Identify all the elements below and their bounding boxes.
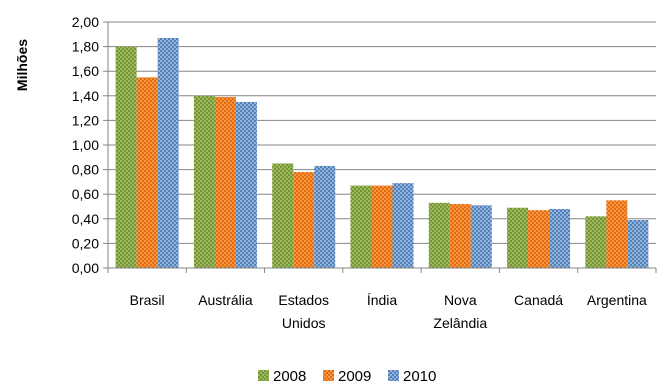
y-tick-label: 0,20 [72, 235, 99, 251]
bar [193, 95, 215, 268]
bar [272, 163, 294, 268]
legend-label: 2008 [273, 368, 306, 385]
x-axis-categories: Brasil Austrália Estados Unidos Índia Nova Zel… [107, 268, 657, 331]
y-tick-label: 0,00 [72, 260, 99, 276]
bar [549, 208, 571, 268]
y-axis-ticks: 0,00 0,20 0,40 0,60 0,80 1,00 1,20 1,40 1,60 1,80… [72, 14, 108, 276]
bar [235, 101, 257, 268]
bar [214, 97, 236, 268]
bar [115, 46, 137, 268]
y-tick-label: 1,60 [72, 63, 99, 79]
y-tick-label: 0,80 [72, 162, 99, 178]
legend-swatch [323, 370, 334, 381]
y-tick-label: 1,40 [72, 88, 99, 104]
y-tick-label: 1,80 [72, 39, 99, 55]
bar [293, 172, 315, 268]
bar [606, 200, 628, 268]
x-category-label: Argentina [587, 292, 647, 308]
y-tick-label: 1,20 [72, 112, 99, 128]
bar [449, 204, 471, 268]
bar [470, 205, 492, 268]
bar [507, 207, 529, 268]
bars [115, 37, 649, 268]
bar [627, 220, 649, 268]
bar [371, 185, 393, 268]
bar [428, 202, 450, 268]
bar [392, 183, 414, 268]
x-category-label: Zelândia [433, 315, 487, 331]
x-category-label: Estados [278, 292, 329, 308]
bar [157, 37, 179, 268]
x-category-label: Canadá [514, 292, 563, 308]
x-category-label: Unidos [282, 315, 326, 331]
bar [350, 185, 372, 268]
x-category-label: Nova [444, 292, 477, 308]
x-category-label: Brasil [130, 292, 165, 308]
y-tick-label: 0,60 [72, 186, 99, 202]
bar [528, 210, 550, 268]
legend-swatch [258, 370, 269, 381]
x-category-label: Índia [367, 292, 398, 308]
legend-label: 2009 [338, 368, 371, 385]
legend-swatch [388, 370, 399, 381]
bar [136, 77, 158, 268]
y-tick-label: 2,00 [72, 14, 99, 30]
legend: 2008 2009 2010 [258, 368, 436, 385]
legend-label: 2010 [403, 368, 436, 385]
y-tick-label: 0,40 [72, 211, 99, 227]
y-axis-label: Milhões [14, 39, 30, 91]
bar [585, 216, 607, 268]
x-category-label: Austrália [198, 292, 253, 308]
bar [314, 165, 336, 268]
y-tick-label: 1,00 [72, 137, 99, 153]
